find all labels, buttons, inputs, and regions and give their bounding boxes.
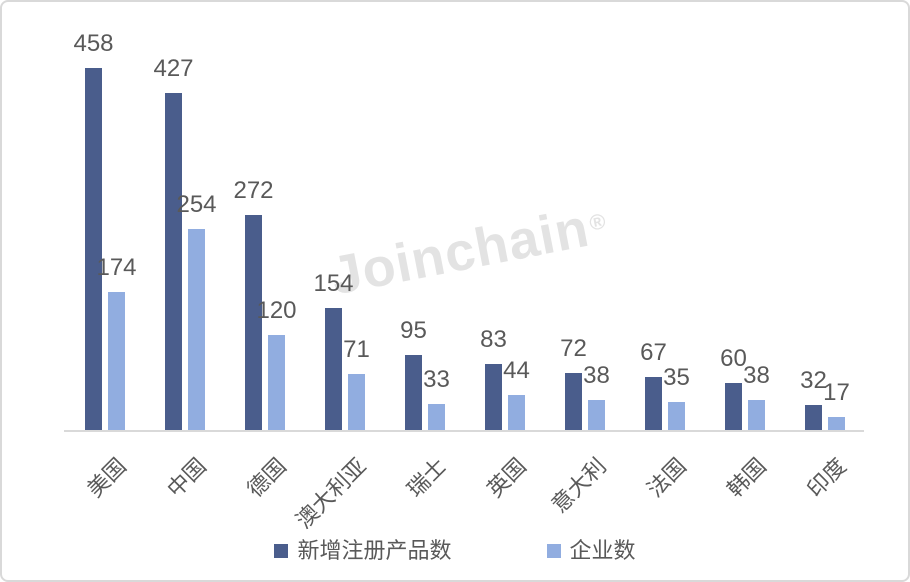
bar-companies-韩国 [748,400,765,430]
bar-companies-中国 [188,229,205,430]
legend-label-products: 新增注册产品数 [297,538,452,563]
bar-products-中国 [165,93,182,430]
bar-companies-意大利 [588,400,605,430]
x-axis-label-意大利: 意大利 [546,453,611,518]
value-label-companies-澳大利亚: 71 [343,336,370,363]
x-axis-line [64,430,864,432]
value-label-companies-美国: 174 [96,254,137,281]
x-axis-label-印度: 印度 [802,453,851,503]
x-axis-label-美国: 美国 [82,453,131,503]
bar-companies-德国 [268,335,285,430]
bar-products-瑞士 [405,355,422,430]
value-label-products-美国: 458 [73,30,114,57]
legend-item-companies: 企业数 [546,538,636,563]
bar-companies-印度 [828,417,845,430]
x-axis-label-澳大利亚: 澳大利亚 [291,453,371,534]
value-label-products-法国: 67 [640,339,667,366]
value-label-products-韩国: 60 [720,345,747,372]
bar-companies-澳大利亚 [348,374,365,430]
x-axis-label-中国: 中国 [162,453,211,503]
legend-label-companies: 企业数 [569,538,636,563]
value-label-companies-中国: 254 [176,191,217,218]
value-label-products-意大利: 72 [560,335,587,362]
bar-products-美国 [85,68,102,430]
x-axis-label-英国: 英国 [482,453,531,503]
legend-item-products: 新增注册产品数 [274,538,452,563]
x-axis-label-韩国: 韩国 [722,453,771,503]
legend: 新增注册产品数 企业数 [2,540,908,562]
bar-products-英国 [485,364,502,430]
value-label-companies-英国: 44 [503,357,530,384]
bar-products-澳大利亚 [325,308,342,430]
value-label-companies-瑞士: 33 [423,366,450,393]
value-label-products-瑞士: 95 [400,317,427,344]
legend-swatch-products-icon [274,544,289,558]
bar-companies-瑞士 [428,404,445,430]
value-label-products-澳大利亚: 154 [313,270,354,297]
bar-products-印度 [805,405,822,430]
x-axis-label-法国: 法国 [642,453,691,503]
plot-area: 458 174 美国 427 254 中国 272 120 德国 154 71 澳大利亚 95 33 瑞士 8… [64,2,864,533]
value-label-products-英国: 83 [480,326,507,353]
value-label-products-德国: 272 [233,177,274,204]
bar-companies-英国 [508,395,525,430]
value-label-companies-意大利: 38 [583,362,610,389]
value-label-companies-韩国: 38 [743,362,770,389]
value-label-companies-德国: 120 [256,297,297,324]
value-label-products-印度: 32 [800,367,827,394]
value-label-companies-法国: 35 [663,364,690,391]
legend-swatch-companies-icon [546,544,561,558]
value-label-companies-印度: 17 [823,379,850,406]
value-label-products-中国: 427 [153,55,194,82]
bar-products-法国 [645,377,662,430]
bar-products-韩国 [725,383,742,430]
bar-products-德国 [245,215,262,430]
x-axis-label-德国: 德国 [242,453,291,503]
bar-products-意大利 [565,373,582,430]
x-axis-label-瑞士: 瑞士 [402,453,451,503]
bar-companies-美国 [108,292,125,430]
bar-companies-法国 [668,402,685,430]
